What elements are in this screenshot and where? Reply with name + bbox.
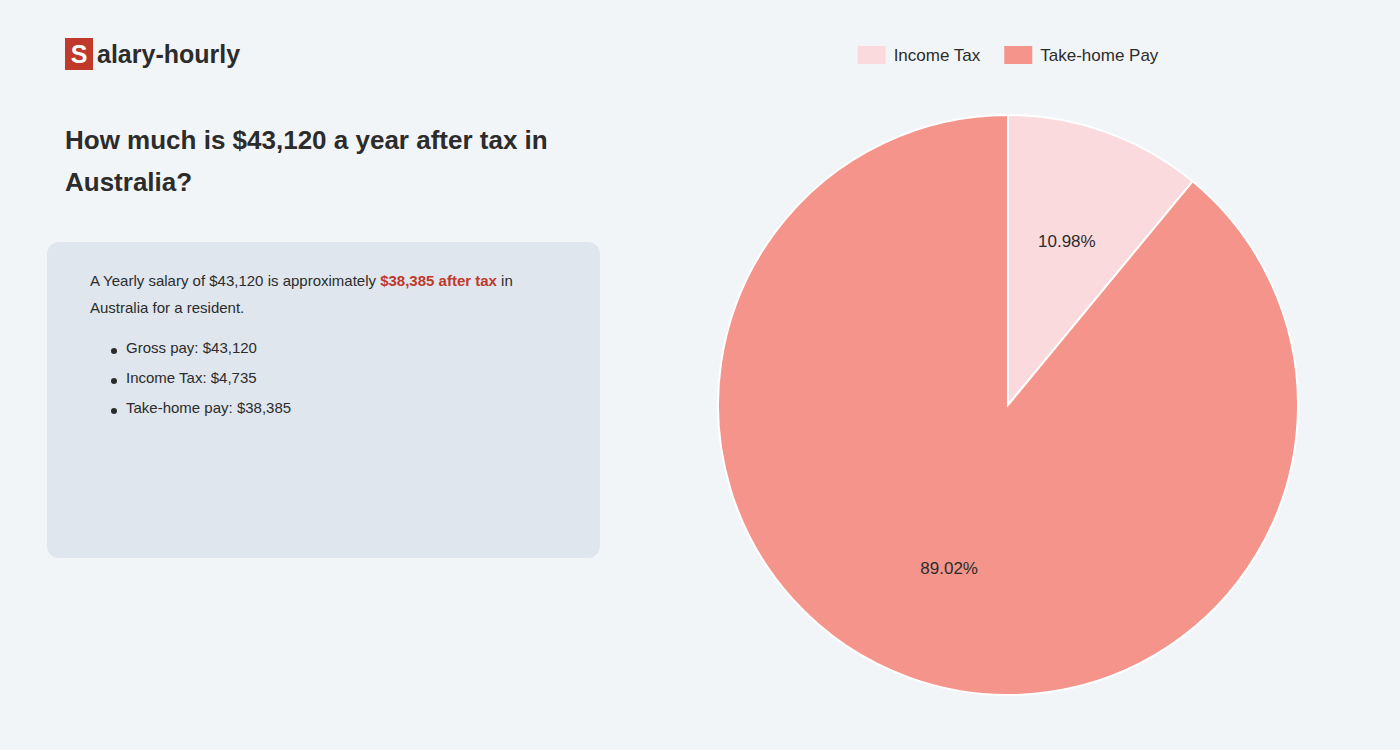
- body-run: Income Tax: $4,735: [126, 369, 257, 386]
- bullet-text: Take-home pay: $38,385: [126, 399, 291, 416]
- body-text: Australia for a resident.: [90, 299, 244, 316]
- legend-label: Income Tax: [894, 46, 981, 65]
- logo-text: alary-hourly: [97, 40, 240, 68]
- body-run: Take-home pay: $38,385: [126, 399, 291, 416]
- data-label: 10.98%: [1038, 232, 1096, 251]
- pie: [718, 115, 1298, 695]
- highlight-text: $38,385 after tax: [380, 272, 497, 289]
- pie-slice: [718, 115, 1298, 695]
- title: How much is $43,120 a year after tax in: [65, 125, 548, 155]
- bullet-marker: [111, 408, 117, 414]
- bullet-text: Gross pay: $43,120: [126, 339, 257, 356]
- logo-letter: S: [71, 40, 88, 68]
- body-run: Australia for a resident.: [90, 299, 244, 316]
- body-run: A Yearly salary of $43,120 is approximat…: [90, 272, 380, 289]
- bullet-marker: [111, 348, 117, 354]
- legend-swatch: [1004, 46, 1032, 64]
- bullet-text: Income Tax: $4,735: [126, 369, 257, 386]
- body-run: Gross pay: $43,120: [126, 339, 257, 356]
- legend-swatch: [858, 46, 886, 64]
- pie-labels: 10.98% 89.02%: [920, 232, 1095, 579]
- body-run: in: [497, 272, 513, 289]
- data-label: 89.02%: [920, 559, 978, 578]
- info-box: [47, 242, 600, 558]
- title: Australia?: [65, 167, 192, 197]
- body-text: A Yearly salary of $43,120 is approximat…: [90, 272, 513, 289]
- background: [0, 0, 1400, 750]
- logo-box: [65, 38, 93, 70]
- chart: Salary-hourly How much is $43,120 a year …: [0, 0, 1400, 750]
- legend: Income Tax Take-home Pay: [858, 46, 1159, 65]
- bullet-marker: [111, 378, 117, 384]
- legend-label: Take-home Pay: [1040, 46, 1159, 65]
